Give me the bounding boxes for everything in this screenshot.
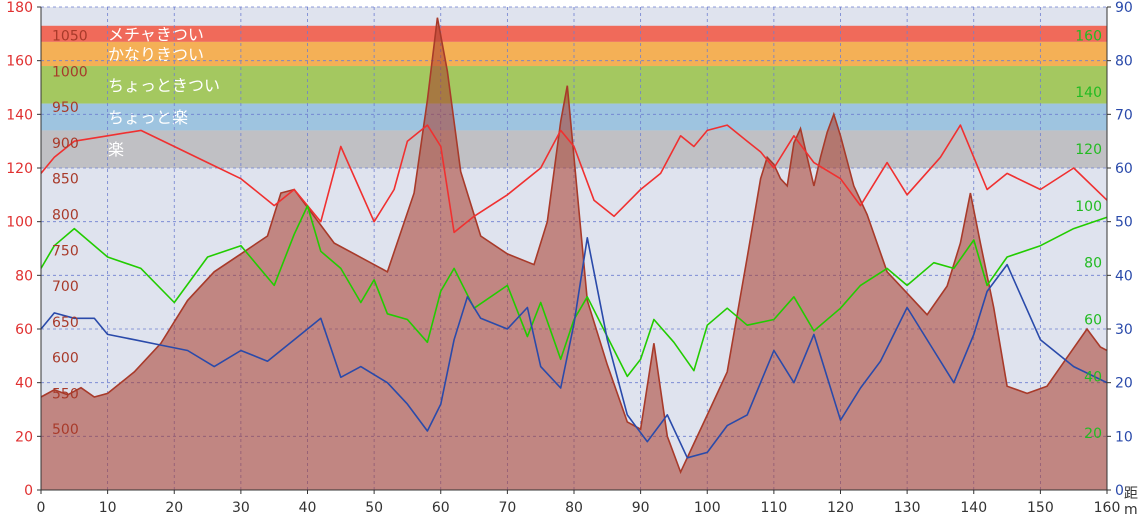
left-tick-label-5: 100 (6, 215, 33, 231)
x-tick-label-0: 0 (37, 500, 46, 516)
series-layer (40, 17, 1108, 490)
zone-label-4: 楽 (108, 140, 124, 159)
left-tick-label-8: 160 (6, 54, 33, 70)
right-green-tick-label-2: 60 (1084, 313, 1102, 329)
x-tick-label-3: 30 (232, 500, 250, 516)
right-green-tick-label-7: 160 (1075, 28, 1102, 44)
right-blue-tick-label-5: 50 (1115, 215, 1133, 231)
x-axis-corner-glyph-0: 距 (1124, 486, 1138, 502)
left-tick-label-3: 60 (15, 322, 33, 338)
left-tick-label-2: 40 (15, 376, 33, 392)
x-tick-label-6: 60 (432, 500, 450, 516)
x-tick-label-13: 130 (894, 500, 921, 516)
x-tick-label-4: 40 (299, 500, 317, 516)
zone-label-0: メチャきつい (108, 25, 204, 44)
left-tick-label-6: 120 (6, 161, 33, 177)
series-line-1 (40, 124, 1108, 234)
elevation-tick-label-4: 700 (52, 279, 79, 295)
right-blue-tick-label-8: 80 (1115, 54, 1133, 70)
left-tick-label-9: 180 (6, 0, 33, 16)
x-tick-label-16: 160 (1094, 500, 1121, 516)
x-axis-corner-glyph-1: m (1124, 502, 1138, 518)
right-green-tick-label-1: 40 (1084, 369, 1102, 385)
right-blue-tick-label-6: 60 (1115, 161, 1133, 177)
right-green-tick-label-5: 120 (1075, 142, 1102, 158)
x-tick-label-14: 140 (960, 500, 987, 516)
elevation-tick-label-11: 1050 (52, 29, 88, 45)
elevation-tick-label-6: 800 (52, 208, 79, 224)
x-tick-label-15: 150 (1027, 500, 1054, 516)
x-tick-label-9: 90 (632, 500, 650, 516)
x-tick-label-7: 70 (498, 500, 516, 516)
elevation-tick-label-1: 550 (52, 386, 79, 402)
elevation-tick-label-2: 600 (52, 351, 79, 367)
x-tick-label-2: 20 (165, 500, 183, 516)
x-tick-label-5: 50 (365, 500, 383, 516)
right-green-tick-label-0: 20 (1084, 426, 1102, 442)
left-tick-label-4: 80 (15, 268, 33, 284)
elevation-tick-label-10: 1000 (52, 64, 88, 80)
right-blue-tick-label-3: 30 (1115, 322, 1133, 338)
left-tick-label-1: 20 (15, 429, 33, 445)
right-blue-tick-label-0: 0 (1115, 483, 1124, 499)
elevation-tick-label-7: 850 (52, 172, 79, 188)
x-tick-label-10: 100 (694, 500, 721, 516)
x-tick-label-8: 80 (565, 500, 583, 516)
x-tick-label-12: 120 (827, 500, 854, 516)
elevation-area (41, 17, 1107, 490)
elevation-tick-label-9: 950 (52, 100, 79, 116)
series-line-3 (40, 237, 1108, 459)
left-tick-label-0: 0 (24, 483, 33, 499)
zone-label-1: かなりきつい (108, 45, 204, 64)
elevation-tick-label-8: 900 (52, 136, 79, 152)
elevation-tick-label-3: 650 (52, 315, 79, 331)
right-green-tick-label-6: 140 (1075, 85, 1102, 101)
right-green-tick-label-3: 80 (1084, 256, 1102, 272)
right-blue-tick-label-4: 40 (1115, 268, 1133, 284)
right-blue-tick-label-2: 20 (1115, 376, 1133, 392)
tick-labels: 0204060801001201401601805005506006507007… (6, 0, 1138, 518)
zone-label-2: ちょっときつい (108, 76, 220, 95)
right-green-tick-label-4: 100 (1075, 199, 1102, 215)
right-blue-tick-label-1: 10 (1115, 429, 1133, 445)
elevation-line (40, 17, 1108, 475)
elevation-tick-label-0: 500 (52, 422, 79, 438)
right-blue-tick-label-7: 70 (1115, 107, 1133, 123)
zone-label-3: ちょっと楽 (108, 108, 188, 127)
x-tick-label-11: 110 (761, 500, 788, 516)
left-tick-label-7: 140 (6, 107, 33, 123)
x-tick-label-1: 10 (99, 500, 117, 516)
right-blue-tick-label-9: 90 (1115, 0, 1133, 16)
elevation-tick-label-5: 750 (52, 243, 79, 259)
